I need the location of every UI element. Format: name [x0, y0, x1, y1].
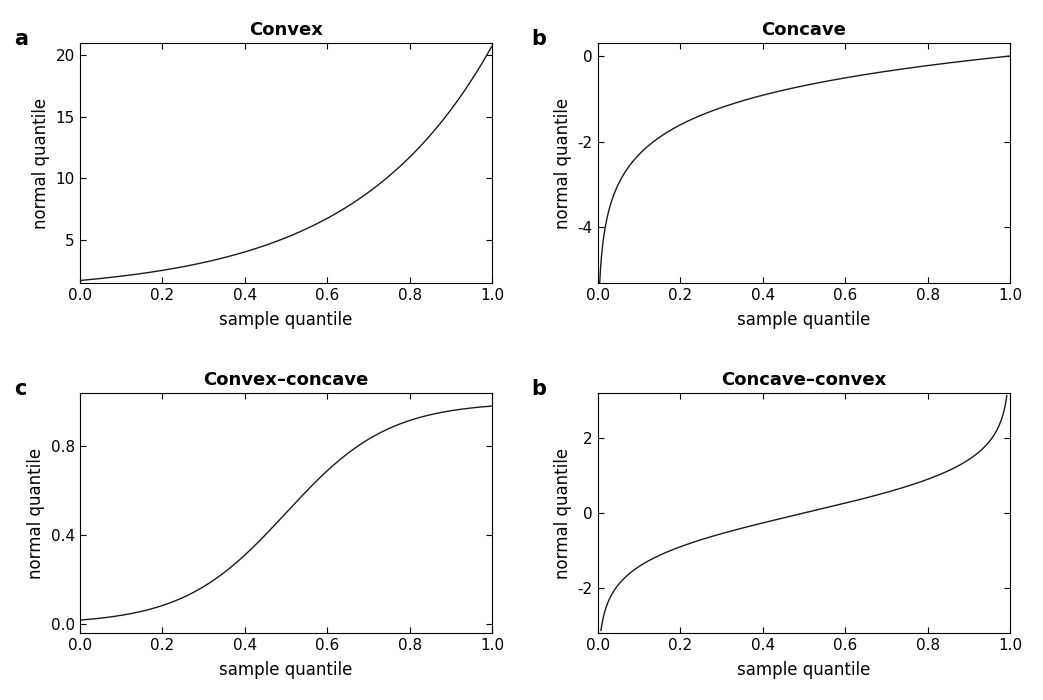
Title: Convex: Convex — [249, 21, 322, 38]
Text: b: b — [532, 379, 547, 399]
Text: b: b — [532, 29, 547, 49]
Title: Convex–concave: Convex–concave — [203, 371, 368, 388]
X-axis label: sample quantile: sample quantile — [219, 312, 353, 329]
Text: a: a — [14, 29, 27, 49]
Y-axis label: normal quantile: normal quantile — [554, 447, 573, 579]
X-axis label: sample quantile: sample quantile — [219, 662, 353, 679]
X-axis label: sample quantile: sample quantile — [737, 662, 871, 679]
Title: Concave–convex: Concave–convex — [722, 371, 887, 388]
Text: c: c — [14, 379, 26, 399]
Y-axis label: normal quantile: normal quantile — [554, 97, 573, 229]
Title: Concave: Concave — [761, 21, 846, 38]
X-axis label: sample quantile: sample quantile — [737, 312, 871, 329]
Y-axis label: normal quantile: normal quantile — [32, 97, 50, 229]
Y-axis label: normal quantile: normal quantile — [27, 447, 45, 579]
